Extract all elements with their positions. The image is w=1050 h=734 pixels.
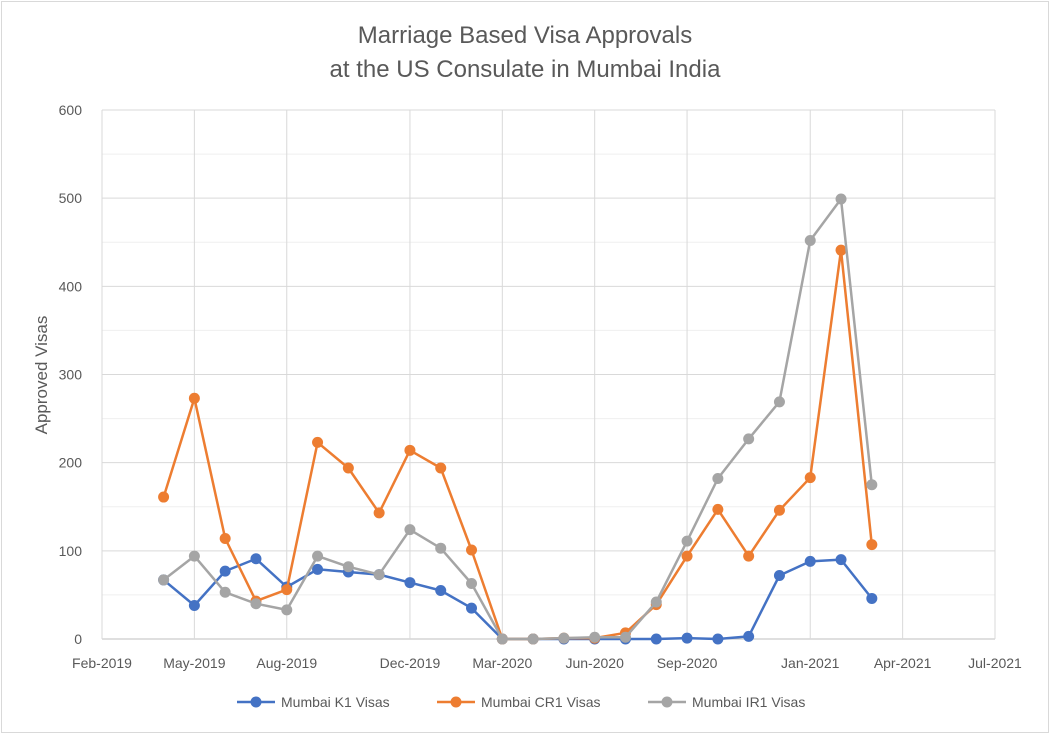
x-tick-label: Aug-2019 xyxy=(256,655,317,671)
data-point xyxy=(866,592,878,604)
data-point xyxy=(312,436,324,448)
legend-swatch-marker xyxy=(661,696,673,708)
series-line-mumbai-k1-visas xyxy=(162,557,873,641)
data-point xyxy=(342,561,354,573)
data-point xyxy=(435,585,447,597)
x-axis-ticks: Feb-2019 May-2019 Aug-2019 Dec-2019 Mar-2020… xyxy=(72,655,1022,671)
data-point xyxy=(188,550,200,562)
data-point xyxy=(435,542,447,554)
data-point xyxy=(835,244,847,256)
legend-label: Mumbai IR1 Visas xyxy=(692,694,805,710)
data-point xyxy=(250,553,262,565)
gridlines xyxy=(101,109,996,640)
x-tick-label: Jun-2020 xyxy=(565,655,624,671)
chart-title-line-2: at the US Consulate in Mumbai India xyxy=(330,56,722,83)
data-point xyxy=(435,462,447,474)
legend-item-mumbai-k1-visas: Mumbai K1 Visas xyxy=(237,694,390,710)
data-point xyxy=(312,550,324,562)
legend: Mumbai K1 Visas Mumbai CR1 Visas Mumbai IR… xyxy=(237,694,805,710)
data-point xyxy=(466,577,478,589)
data-point xyxy=(804,555,816,567)
data-point xyxy=(619,631,631,643)
data-point xyxy=(773,504,785,516)
x-tick-label: Apr-2021 xyxy=(874,655,932,671)
data-point xyxy=(250,598,262,610)
data-point xyxy=(188,392,200,404)
legend-item-mumbai-ir1-visas: Mumbai IR1 Visas xyxy=(648,694,805,710)
data-point xyxy=(558,632,570,644)
x-tick-label: Sep-2020 xyxy=(657,655,718,671)
legend-label: Mumbai CR1 Visas xyxy=(481,694,601,710)
data-point xyxy=(866,539,878,551)
data-point xyxy=(466,602,478,614)
legend-swatch-marker xyxy=(250,696,262,708)
x-tick-label: Jan-2021 xyxy=(781,655,840,671)
series-line-mumbai-cr1-visas xyxy=(162,248,874,641)
data-point xyxy=(219,586,231,598)
data-point xyxy=(219,532,231,544)
y-tick-label: 400 xyxy=(59,278,83,294)
x-tick-label: May-2019 xyxy=(163,655,225,671)
y-axis-title: Approved Visas xyxy=(32,316,51,435)
y-axis-ticks: 0 100 200 300 400 500 600 xyxy=(59,102,83,647)
data-point xyxy=(743,433,755,445)
data-point xyxy=(866,479,878,491)
y-tick-label: 600 xyxy=(59,102,83,118)
data-point xyxy=(835,554,847,566)
y-tick-label: 300 xyxy=(59,367,83,383)
data-point xyxy=(219,565,231,577)
data-point xyxy=(712,503,724,515)
data-point xyxy=(712,473,724,485)
data-point xyxy=(589,631,601,643)
series xyxy=(158,193,878,645)
x-tick-label: Feb-2019 xyxy=(72,655,132,671)
y-tick-label: 200 xyxy=(59,455,83,471)
data-point xyxy=(281,584,293,596)
data-point xyxy=(312,563,324,575)
legend-label: Mumbai K1 Visas xyxy=(281,694,390,710)
data-point xyxy=(650,633,662,645)
data-point xyxy=(804,234,816,246)
data-point xyxy=(158,491,170,503)
data-point xyxy=(281,604,293,616)
chart-title: Marriage Based Visa Approvals at the US … xyxy=(330,22,722,83)
data-point xyxy=(158,574,170,586)
data-point xyxy=(404,524,416,536)
data-point xyxy=(466,544,478,556)
data-point xyxy=(373,507,385,519)
data-point xyxy=(743,630,755,642)
x-tick-label: Mar-2020 xyxy=(472,655,532,671)
data-point xyxy=(681,535,693,547)
legend-item-mumbai-cr1-visas: Mumbai CR1 Visas xyxy=(437,694,601,710)
data-point xyxy=(650,596,662,608)
y-tick-label: 100 xyxy=(59,543,83,559)
data-point xyxy=(743,550,755,562)
data-point xyxy=(773,396,785,408)
legend-swatch-marker xyxy=(450,696,462,708)
x-tick-label: Dec-2019 xyxy=(380,655,441,671)
data-point xyxy=(681,632,693,644)
data-point xyxy=(773,570,785,582)
data-point xyxy=(527,633,539,645)
y-tick-label: 0 xyxy=(74,631,82,647)
data-point xyxy=(342,462,354,474)
y-tick-label: 500 xyxy=(59,190,83,206)
data-point xyxy=(188,599,200,611)
series-mumbai-k1-visas xyxy=(158,553,878,645)
chart-title-line-1: Marriage Based Visa Approvals xyxy=(358,22,692,49)
series-mumbai-cr1-visas xyxy=(158,244,878,645)
x-tick-label: Jul-2021 xyxy=(968,655,1022,671)
data-point xyxy=(404,577,416,589)
data-point xyxy=(712,633,724,645)
data-point xyxy=(681,550,693,562)
data-point xyxy=(404,444,416,456)
data-point xyxy=(804,472,816,484)
data-point xyxy=(835,193,847,205)
data-point xyxy=(373,569,385,581)
data-point xyxy=(496,633,508,645)
series-mumbai-ir1-visas xyxy=(158,193,878,645)
